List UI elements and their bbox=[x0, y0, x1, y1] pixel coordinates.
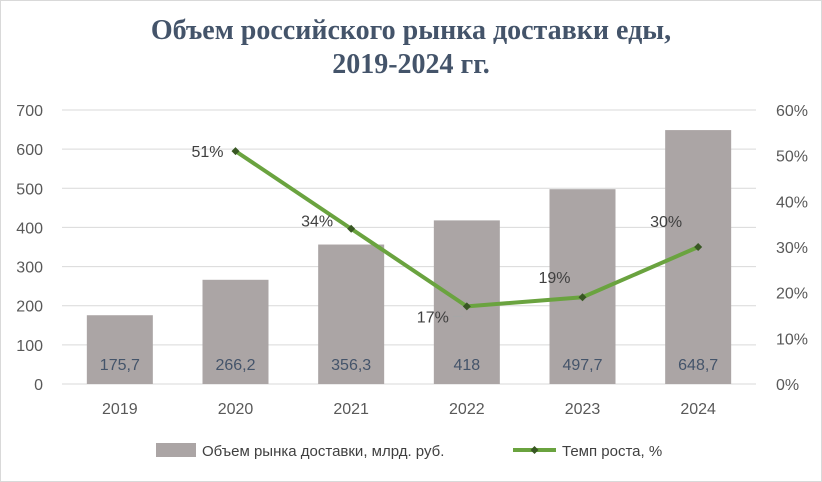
bar-series bbox=[86, 130, 732, 384]
x-axis-tick-label: 2023 bbox=[565, 401, 601, 418]
left-axis-tick-label: 600 bbox=[16, 142, 43, 159]
right-axis-tick-label: 30% bbox=[776, 240, 808, 257]
x-axis-tick-label: 2022 bbox=[449, 401, 485, 418]
legend: Объем рынка доставки, млрд. руб. Темп рос… bbox=[156, 443, 662, 460]
bar bbox=[318, 244, 385, 384]
bar-data-labels: 175,7 266,2 356,3 418 497,7 648,7 bbox=[100, 357, 718, 374]
left-axis-tick-label: 700 bbox=[16, 103, 43, 120]
x-axis: 2019 2020 2021 2022 2023 2024 bbox=[102, 401, 716, 418]
bar-data-label: 175,7 bbox=[100, 357, 140, 374]
line-marker bbox=[347, 224, 356, 233]
bar-data-label: 266,2 bbox=[215, 357, 255, 374]
right-axis-tick-label: 60% bbox=[776, 103, 808, 120]
bar-data-label: 648,7 bbox=[678, 357, 718, 374]
bar bbox=[202, 279, 269, 384]
line-data-labels: 51% 34% 17% 19% 30% bbox=[191, 144, 682, 326]
chart-title-line2: 2019-2024 гг. bbox=[332, 49, 490, 80]
line-data-label: 51% bbox=[191, 144, 223, 161]
line-data-label: 19% bbox=[538, 270, 570, 287]
bar-data-label: 497,7 bbox=[562, 357, 602, 374]
line-marker bbox=[231, 147, 240, 156]
bar-data-label: 418 bbox=[453, 357, 480, 374]
gridlines bbox=[62, 109, 756, 385]
x-axis-tick-label: 2020 bbox=[218, 401, 254, 418]
chart-title: Объем российского рынка доставки еды, 20… bbox=[0, 14, 822, 82]
chart-title-line1: Объем российского рынка доставки еды, bbox=[150, 15, 672, 46]
bar-data-label: 356,3 bbox=[331, 357, 371, 374]
right-axis-tick-label: 10% bbox=[776, 331, 808, 348]
x-axis-tick-label: 2024 bbox=[680, 401, 716, 418]
right-axis-tick-label: 40% bbox=[776, 194, 808, 211]
left-axis-tick-label: 0 bbox=[34, 377, 43, 394]
legend-swatch-bars bbox=[156, 443, 196, 457]
right-axis-tick-label: 0% bbox=[776, 377, 799, 394]
bar bbox=[433, 220, 500, 384]
right-axis: 0% 10% 20% 30% 40% 50% 60% bbox=[776, 103, 808, 394]
left-axis-tick-label: 100 bbox=[16, 338, 43, 355]
legend-swatch-marker bbox=[530, 446, 539, 454]
x-axis-tick-label: 2019 bbox=[102, 401, 138, 418]
left-axis-tick-label: 500 bbox=[16, 181, 43, 198]
x-axis-tick-label: 2021 bbox=[333, 401, 369, 418]
line-marker bbox=[694, 243, 703, 251]
legend-label-line: Темп роста, % bbox=[562, 443, 662, 460]
left-axis: 0 100 200 300 400 500 600 700 bbox=[16, 103, 43, 394]
right-axis-tick-label: 50% bbox=[776, 149, 808, 166]
line-marker bbox=[462, 302, 471, 311]
left-axis-tick-label: 300 bbox=[16, 260, 43, 277]
line-data-label: 34% bbox=[301, 214, 333, 231]
line-series bbox=[231, 147, 703, 311]
legend-label-bars: Объем рынка доставки, млрд. руб. bbox=[202, 443, 444, 460]
left-axis-tick-label: 200 bbox=[16, 299, 43, 316]
right-axis-tick-label: 20% bbox=[776, 286, 808, 303]
bar bbox=[86, 315, 153, 384]
left-axis-tick-label: 400 bbox=[16, 220, 43, 237]
line-marker bbox=[578, 293, 587, 302]
line-data-label: 30% bbox=[650, 214, 682, 231]
line-data-label: 17% bbox=[417, 309, 449, 326]
